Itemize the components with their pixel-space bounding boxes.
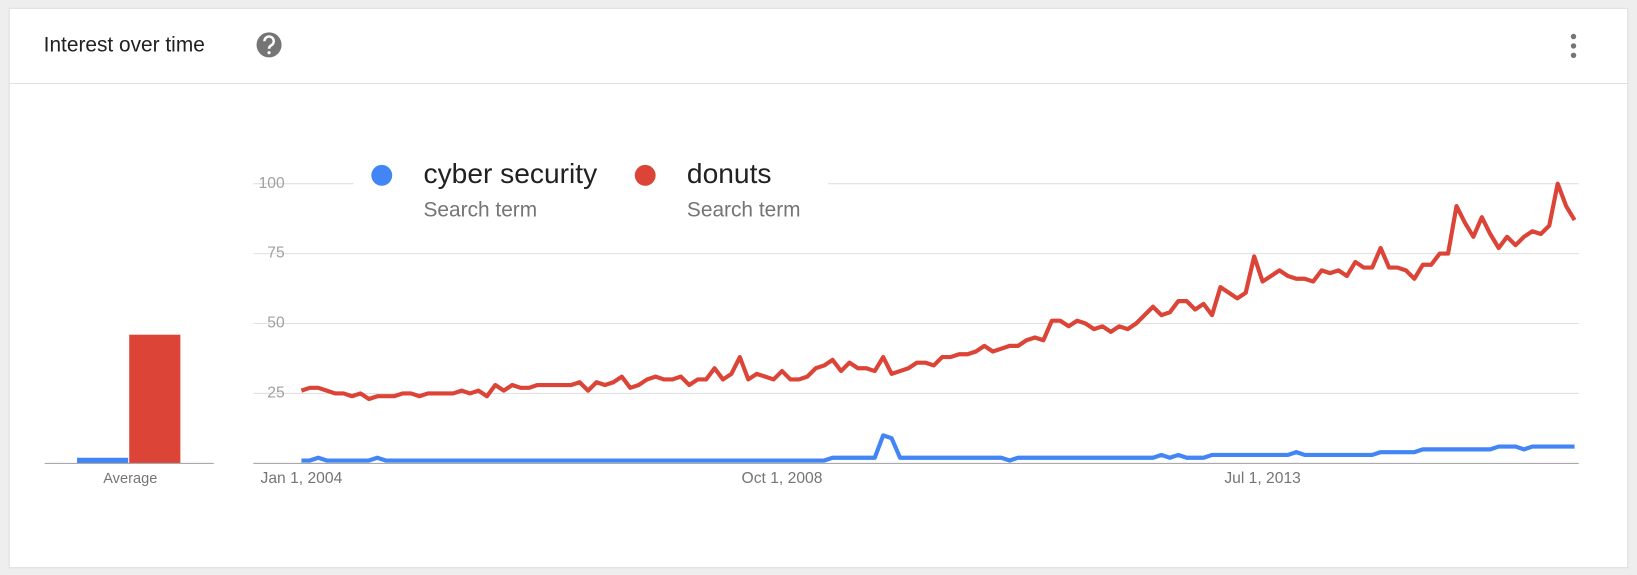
trend-line <box>300 181 1577 402</box>
trend-line <box>301 433 1575 463</box>
legend-name: donuts <box>687 157 772 189</box>
x-tick-label: Oct 1, 2008 <box>742 470 823 487</box>
average-bar <box>77 457 129 464</box>
y-tick-label: 100 <box>259 175 285 192</box>
help-circle[interactable] <box>256 32 282 58</box>
legend-subtitle: Search term <box>424 198 538 221</box>
help-glyph <box>263 35 275 49</box>
y-tick-label: 50 <box>267 315 285 332</box>
menu-icon[interactable] <box>1570 33 1577 59</box>
y-tick-label: 75 <box>267 245 285 262</box>
y-tick-label: 25 <box>267 385 285 402</box>
x-tick-label: Jul 1, 2013 <box>1224 470 1301 487</box>
menu-dot[interactable] <box>1570 33 1577 40</box>
menu-dot[interactable] <box>1570 52 1577 59</box>
legend-swatch <box>371 164 393 186</box>
legend-swatch <box>634 164 656 186</box>
legend-name: cyber security <box>424 157 599 189</box>
header-title: Interest over time <box>44 33 205 56</box>
average-bar <box>129 334 181 464</box>
help-icon[interactable] <box>256 32 282 58</box>
menu-dot[interactable] <box>1570 43 1577 49</box>
average-label: Average <box>103 471 157 487</box>
legend-background <box>353 154 828 230</box>
legend-subtitle: Search term <box>687 198 801 221</box>
card <box>8 7 1629 569</box>
x-tick-label: Jan 1, 2004 <box>261 470 343 487</box>
help-dot <box>267 51 271 55</box>
